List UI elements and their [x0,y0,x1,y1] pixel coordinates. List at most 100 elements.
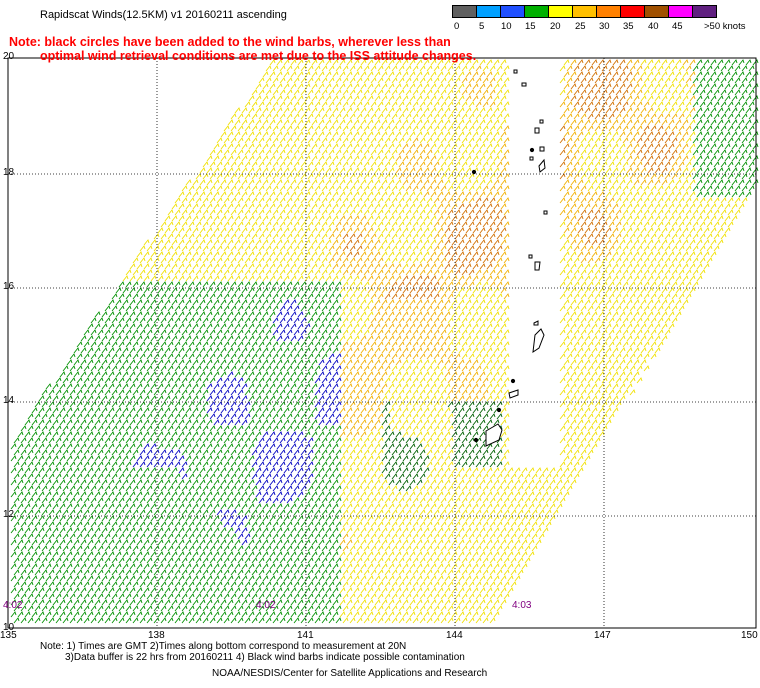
wind-barb [696,167,703,174]
wind-barb [237,269,244,276]
wind-barb [640,335,647,342]
wind-barb [76,365,83,372]
wind-barb [293,257,300,264]
wind-barb [276,203,283,210]
wind-barb [699,101,706,108]
wind-barb [234,395,241,402]
wind-barb [720,89,727,96]
wind-barb [178,359,185,366]
wind-barb [174,353,181,360]
wind-barb [566,341,573,348]
wind-barb [433,173,440,180]
wind-barb [482,113,489,120]
wind-barb [269,179,276,186]
wind-barb [570,263,577,270]
wind-barb [419,341,426,348]
wind-barb [727,197,734,204]
wind-barb [94,323,101,330]
wind-barb [594,245,601,252]
wind-barb [566,77,573,84]
wind-barb [731,107,738,114]
wind-barb [339,59,346,66]
wind-barb [318,347,325,354]
wind-barb [461,185,468,192]
wind-barb [626,383,633,390]
wind-barb [10,443,17,450]
wind-barb [395,407,402,414]
wind-barb [101,347,108,354]
wind-barb [300,461,307,468]
wind-barb [332,203,339,210]
wind-barb [206,251,213,258]
wind-barb [636,221,643,228]
wind-barb [566,89,573,96]
wind-barb [657,137,664,144]
wind-barb [402,251,409,258]
wind-barb [577,131,584,138]
wind-barb [489,221,496,228]
wind-barb [678,245,685,252]
wind-barb [717,239,724,246]
wind-barb [384,389,391,396]
wind-barb [699,269,706,276]
wind-barb [685,185,692,192]
wind-barb [164,455,171,462]
wind-barb [692,65,699,72]
wind-barb [227,287,234,294]
wind-barb [605,227,612,234]
wind-barb [367,59,374,66]
wind-barb [97,461,104,468]
wind-barb [706,221,713,228]
wind-barb [402,335,409,342]
wind-barb [472,275,479,282]
wind-barb [216,341,223,348]
wind-barb [45,395,52,402]
wind-barb [391,425,398,432]
wind-barb [69,389,76,396]
wind-barb [395,419,402,426]
wind-barb [426,317,433,324]
wind-barb [643,185,650,192]
wind-barb [185,239,192,246]
wind-barb [717,215,724,222]
wind-barb [419,317,426,324]
wind-barb [360,443,367,450]
wind-barb [591,179,598,186]
wind-barb [181,233,188,240]
wind-barb [570,443,577,450]
wind-barb [300,449,307,456]
wind-barb [398,149,405,156]
wind-barb [734,197,741,204]
wind-barb [591,443,598,450]
wind-barb [444,311,451,318]
wind-barb [363,89,370,96]
wind-barb [395,215,402,222]
wind-barb [311,143,318,150]
wind-barb [430,203,437,210]
wind-barb [503,77,510,84]
wind-barb [139,245,146,252]
wind-barb [678,293,685,300]
wind-barb [391,209,398,216]
wind-barb [108,359,115,366]
wind-barb [318,287,325,294]
wind-barb [360,143,367,150]
wind-barb [482,77,489,84]
wind-barb [290,107,297,114]
wind-barb [398,305,405,312]
wind-barb [468,317,475,324]
wind-barb [493,323,500,330]
wind-barb [262,191,269,198]
wind-barb [598,431,605,438]
wind-barb [486,347,493,354]
wind-barb [52,407,59,414]
wind-barb [311,443,318,450]
wind-barb [80,455,87,462]
wind-barb [185,407,192,414]
wind-barb [559,89,566,96]
wind-barb [587,281,594,288]
wind-barb [199,347,206,354]
wind-barb [745,83,752,90]
wind-barb [160,437,167,444]
wind-barb [454,113,461,120]
